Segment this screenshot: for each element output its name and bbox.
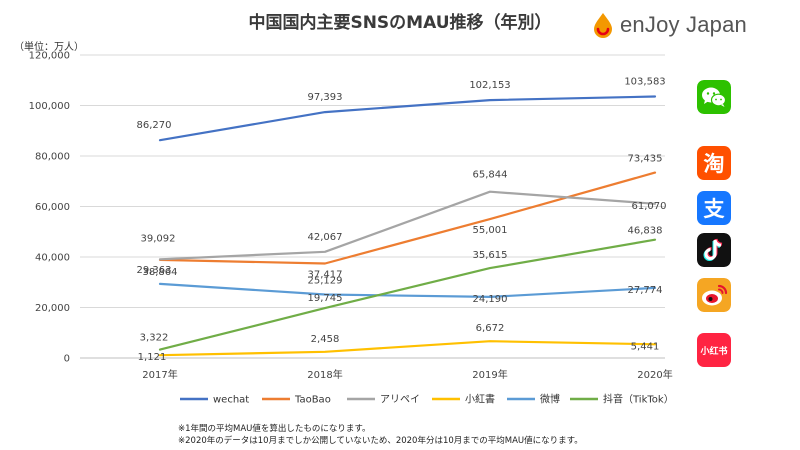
data-label: 25,129	[308, 276, 343, 287]
taobao-icon: 淘	[697, 146, 731, 180]
weibo-icon	[697, 278, 731, 312]
data-label: 103,583	[624, 76, 665, 87]
data-label: 65,844	[473, 170, 508, 181]
data-label: 86,270	[137, 120, 172, 131]
unit-label: （単位：万人）	[14, 42, 84, 53]
data-label: 73,435	[628, 154, 663, 165]
series-line	[158, 95, 657, 142]
data-label: 37,417	[308, 270, 343, 281]
taobao-glyph: 淘	[703, 152, 725, 176]
data-label: 97,393	[308, 92, 343, 103]
data-label: 38,864	[143, 267, 178, 278]
data-label: 27,774	[628, 285, 663, 296]
y-tick-label: 20,000	[35, 303, 70, 314]
y-tick-label: 60,000	[35, 202, 70, 213]
data-label: 3,322	[140, 333, 169, 344]
data-label: 42,067	[308, 232, 343, 243]
alipay-icon: 支	[697, 191, 731, 225]
series-line	[158, 171, 657, 265]
xiaohongshu-icon: 小红书	[697, 333, 731, 367]
data-label: 35,615	[473, 250, 508, 261]
footnote-2: ※2020年のデータは10月までしか公開していないため、2020年分は10月まで…	[178, 436, 583, 446]
legend-label: wechat	[213, 395, 249, 406]
data-label: 6,672	[476, 323, 505, 334]
x-tick-label: 2018年	[307, 368, 342, 381]
x-tick-label: 2019年	[472, 368, 507, 381]
legend-label: 微博	[540, 393, 560, 406]
data-label: 1,121	[138, 352, 167, 363]
y-tick-label: 0	[64, 354, 70, 365]
data-label: 24,190	[473, 294, 508, 305]
brand-drop-icon	[594, 13, 612, 38]
data-label: 39,092	[141, 233, 176, 244]
data-label: 19,745	[308, 293, 343, 304]
brand-logo: enJoy Japan	[592, 8, 747, 42]
y-tick-label: 80,000	[35, 152, 70, 163]
xiaohongshu-glyph: 小红书	[700, 346, 728, 357]
y-tick-label: 100,000	[29, 101, 70, 112]
data-label: 29,363	[137, 265, 172, 276]
y-tick-label: 120,000	[29, 51, 70, 62]
data-label: 102,153	[469, 80, 510, 91]
series-line	[158, 340, 657, 357]
x-tick-label: 2017年	[142, 368, 177, 381]
footnote-1: ※1年間の平均MAU値を算出したものになります。	[178, 424, 371, 434]
data-label: 55,001	[473, 225, 508, 236]
chart-title: 中国国内主要SNSのMAU推移（年別）	[248, 13, 552, 33]
legend-label: アリペイ	[380, 395, 420, 406]
legend-label: TaoBao	[294, 395, 331, 406]
series-line	[158, 238, 657, 351]
legend-label: 抖音（TikTok）	[603, 393, 674, 406]
legend-label: 小紅書	[465, 393, 495, 406]
data-label: 46,838	[628, 226, 663, 237]
x-tick-label: 2020年	[637, 368, 672, 381]
data-label: 2,458	[311, 334, 340, 345]
tiktok-icon	[697, 233, 731, 267]
series-line	[158, 282, 657, 298]
data-label: 61,070	[632, 201, 667, 212]
brand-text: enJoy Japan	[620, 12, 747, 37]
data-label: 5,441	[631, 341, 660, 352]
y-tick-label: 40,000	[35, 253, 70, 264]
alipay-glyph: 支	[703, 197, 725, 221]
wechat-icon	[697, 80, 731, 114]
series-line	[158, 190, 657, 261]
